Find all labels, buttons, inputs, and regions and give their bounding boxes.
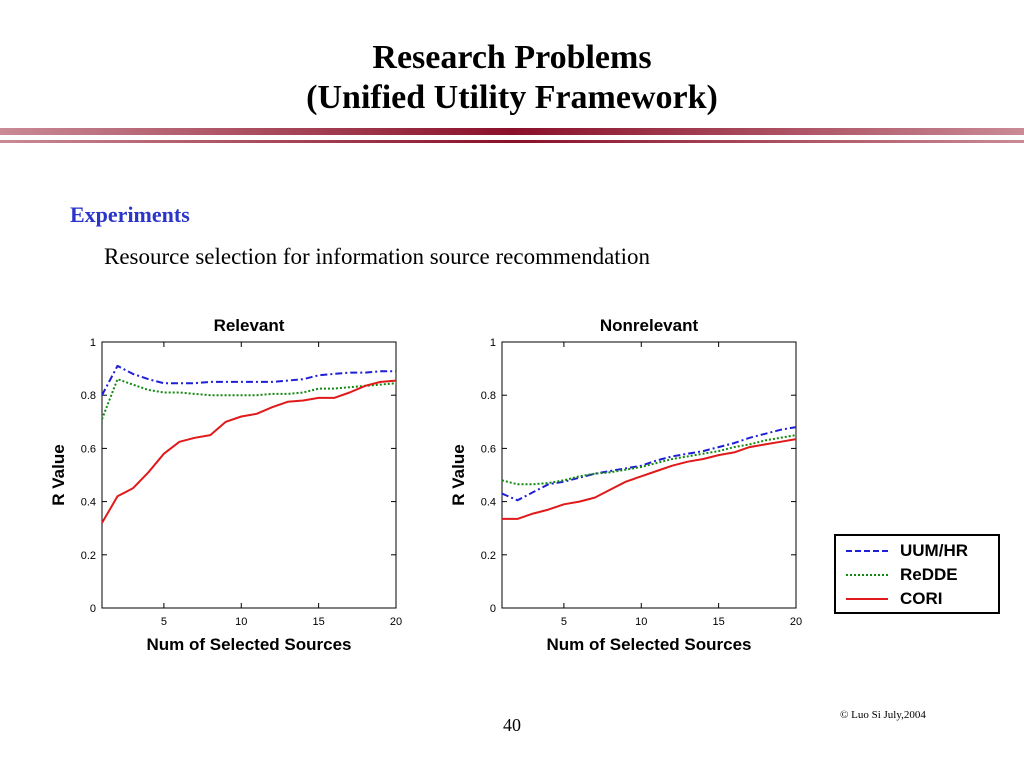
y-axis-label: R Value	[449, 444, 468, 505]
series-line-cori	[101, 379, 397, 524]
y-tick-label: 0	[490, 603, 496, 615]
y-tick-label: 0.4	[81, 497, 96, 509]
y-tick-label: 0.6	[81, 443, 96, 455]
x-tick-label: 5	[161, 616, 167, 628]
copyright-notice: © Luo Si July,2004	[840, 709, 926, 721]
legend-label-redde: ReDDE	[900, 565, 958, 584]
y-tick-label: 1	[490, 337, 496, 349]
series-line-redde	[101, 378, 397, 420]
page-number: 40	[503, 715, 521, 735]
y-tick-label: 1	[90, 337, 96, 349]
y-tick-label: 0.2	[481, 550, 496, 562]
series-line-uumhr	[501, 426, 797, 502]
section-subtitle: Resource selection for information sourc…	[104, 244, 651, 269]
title-line-1: Research Problems	[372, 39, 652, 76]
legend-swatch-cori	[846, 598, 888, 600]
y-tick-label: 0.4	[481, 497, 496, 509]
x-tick-label: 20	[790, 616, 802, 628]
chart-title: Relevant	[214, 316, 285, 335]
series-line-uumhr	[101, 364, 396, 396]
legend-swatch-uumhr	[846, 550, 888, 552]
y-tick-label: 0.8	[481, 390, 496, 402]
series-line-cori	[502, 438, 797, 520]
section-heading: Experiments	[70, 202, 190, 227]
y-tick-label: 0	[90, 603, 96, 615]
x-tick-label: 20	[390, 616, 402, 628]
x-tick-label: 15	[313, 616, 325, 628]
series-line-redde	[501, 434, 797, 486]
plot-area	[101, 341, 397, 609]
x-axis-label: Num of Selected Sources	[546, 635, 751, 654]
y-tick-label: 0.2	[81, 550, 96, 562]
title-line-2: (Unified Utility Framework)	[306, 79, 718, 116]
legend-label-uumhr: UUM/HR	[900, 541, 968, 560]
x-axis-label: Num of Selected Sources	[146, 635, 351, 654]
title-divider	[0, 128, 1024, 143]
y-tick-label: 0.6	[481, 443, 496, 455]
slide-title: Research Problems (Unified Utility Frame…	[0, 38, 1024, 118]
x-tick-label: 10	[235, 616, 247, 628]
y-axis-label: R Value	[49, 444, 68, 505]
legend-label-cori: CORI	[900, 589, 943, 608]
chart-title: Nonrelevant	[600, 316, 699, 335]
x-tick-label: 15	[713, 616, 725, 628]
plot-area	[501, 341, 797, 609]
y-tick-label: 0.8	[81, 390, 96, 402]
chart-legend: UUM/HR ReDDE CORI	[834, 534, 1000, 614]
x-tick-label: 10	[635, 616, 647, 628]
legend-swatch-redde	[846, 574, 888, 576]
x-tick-label: 5	[561, 616, 567, 628]
